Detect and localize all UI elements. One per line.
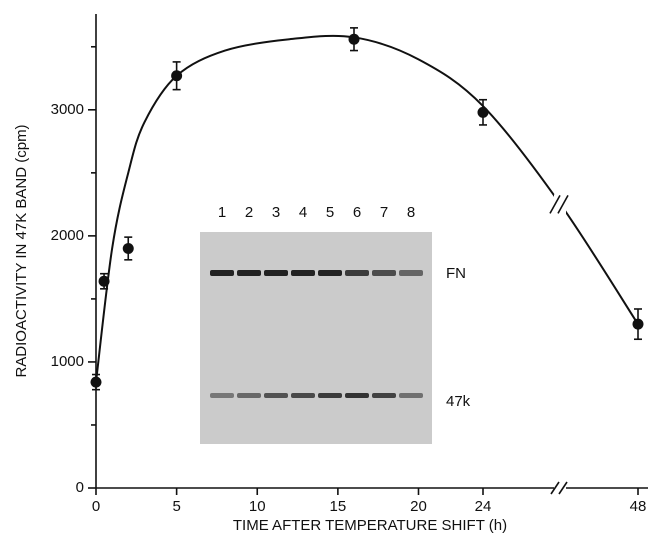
lane-label: 2 [245,204,253,221]
gel-background [200,232,432,444]
curve-break [557,194,569,214]
axis-break [550,481,560,495]
data-point [348,33,360,45]
x-tick-label: 5 [172,498,180,515]
gel-band [210,393,234,398]
gel-band [399,393,423,398]
gel-band [345,270,369,276]
data-point [477,106,489,118]
lane-label: 5 [326,204,334,221]
gel-band [399,270,423,276]
data-point [171,70,183,82]
y-axis-label: RADIOACTIVITY IN 47K BAND (cpm) [13,124,30,377]
y-tick-label: 1000 [51,353,84,370]
axis-break [558,481,568,495]
x-tick-label: 24 [475,498,492,515]
band-label: FN [446,265,466,282]
gel-band [264,393,288,398]
curve-break [549,194,561,214]
data-point [632,318,644,330]
y-tick-label: 0 [76,479,84,496]
y-tick-label: 3000 [51,101,84,118]
data-point [98,275,110,287]
gel-band [291,270,315,276]
lane-label: 6 [353,204,361,221]
fit-curve [95,34,639,383]
data-point [90,376,102,388]
x-tick-label: 20 [410,498,427,515]
lane-label: 8 [407,204,415,221]
data-point [122,242,134,254]
x-tick-label: 10 [249,498,266,515]
gel-band [318,270,342,276]
gel-band [291,393,315,398]
gel-inset: 1 2 3 4 5 6 7 8 FN 47k [200,204,471,444]
x-axis-label: TIME AFTER TEMPERATURE SHIFT (h) [233,517,507,534]
y-tick-label: 2000 [51,227,84,244]
gel-band [345,393,369,398]
gel-band [237,393,261,398]
x-tick-label: 0 [92,498,100,515]
x-tick-label: 15 [330,498,347,515]
gel-band [372,270,396,276]
gel-band [318,393,342,398]
lane-label: 4 [299,204,307,221]
gel-band [210,270,234,276]
gel-band [372,393,396,398]
gel-band [237,270,261,276]
gel-band [264,270,288,276]
lane-label: 3 [272,204,280,221]
lane-label: 7 [380,204,388,221]
lane-label: 1 [218,204,226,221]
x-tick-label: 48 [630,498,647,515]
band-label: 47k [446,393,471,410]
